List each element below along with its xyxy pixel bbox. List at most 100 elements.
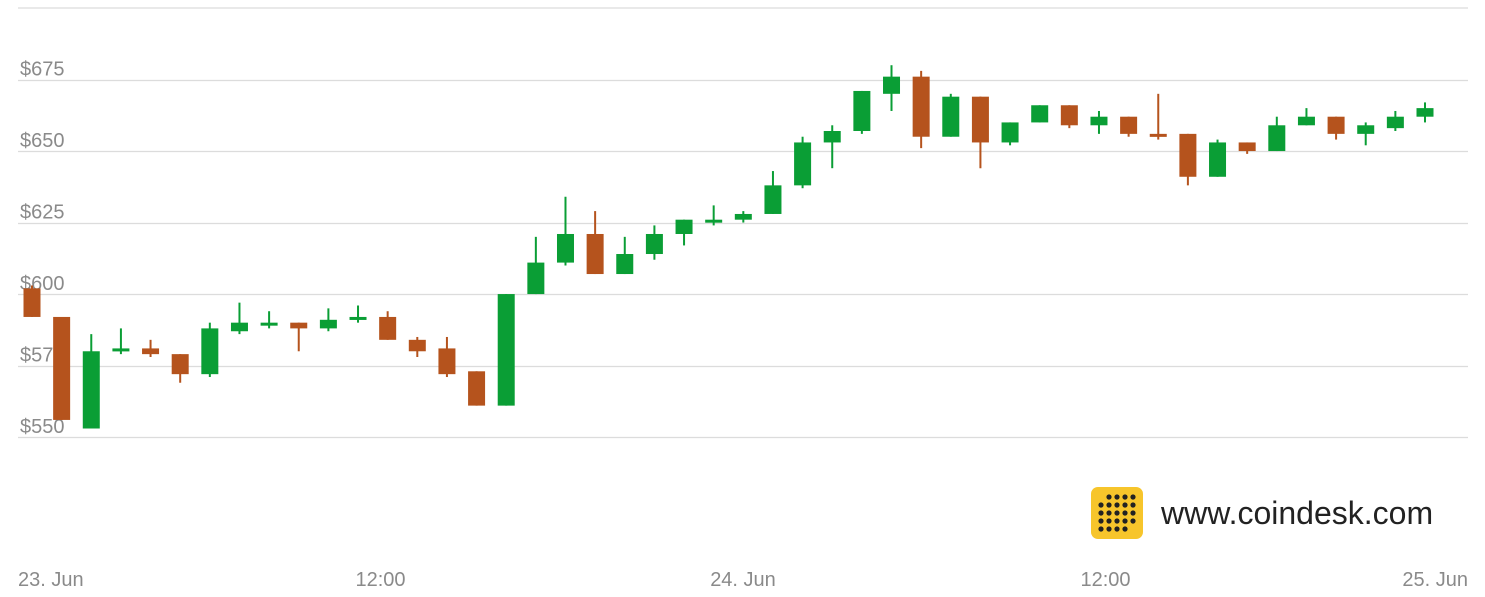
logo-dot bbox=[1122, 502, 1128, 508]
candle-up bbox=[1357, 122, 1375, 146]
logo-dot bbox=[1122, 510, 1128, 516]
candle-down bbox=[53, 316, 71, 420]
candle-down bbox=[408, 336, 426, 357]
logo-dot bbox=[1106, 494, 1112, 500]
candle-body bbox=[290, 322, 308, 329]
candle-body bbox=[82, 351, 100, 429]
logo-dot bbox=[1106, 502, 1112, 508]
candle-body bbox=[201, 328, 219, 375]
candle-body bbox=[705, 219, 723, 223]
y-tick-label: $550 bbox=[20, 416, 65, 438]
candle-body bbox=[734, 213, 752, 220]
candle-body bbox=[1149, 133, 1167, 137]
candle-up bbox=[675, 219, 693, 246]
candle-body bbox=[468, 371, 486, 406]
x-tick-label: 12:00 bbox=[1080, 569, 1130, 591]
coindesk-watermark: www.coindesk.com bbox=[1091, 487, 1433, 539]
x-tick-label: 12:00 bbox=[355, 569, 405, 591]
candle-body bbox=[645, 233, 663, 255]
candle-body bbox=[53, 316, 71, 420]
logo-dot bbox=[1130, 510, 1136, 516]
candle-down bbox=[1149, 93, 1167, 140]
candle-body bbox=[1120, 116, 1138, 134]
candle-up bbox=[319, 308, 337, 332]
candle-down bbox=[1120, 116, 1138, 137]
candle-up bbox=[1031, 105, 1049, 123]
logo-dot bbox=[1114, 518, 1120, 524]
logo-dot bbox=[1114, 502, 1120, 508]
candle-up bbox=[705, 205, 723, 226]
candle-body bbox=[142, 348, 160, 355]
logo-dot bbox=[1106, 526, 1112, 532]
candle-down bbox=[971, 96, 989, 169]
candle-down bbox=[23, 285, 41, 317]
logo-dot bbox=[1122, 526, 1128, 532]
candle-up bbox=[1416, 102, 1434, 123]
candle-body bbox=[527, 262, 545, 295]
candle-up bbox=[616, 236, 634, 275]
candle-up bbox=[794, 136, 812, 189]
candle-down bbox=[468, 371, 486, 406]
candle-up bbox=[883, 65, 901, 111]
candle-body bbox=[260, 322, 278, 326]
candle-down bbox=[1179, 133, 1197, 186]
candle-body bbox=[230, 322, 248, 332]
candle-body bbox=[408, 339, 426, 352]
candle-up bbox=[1209, 139, 1227, 177]
candle-body bbox=[1268, 125, 1286, 152]
logo-dot bbox=[1098, 510, 1104, 516]
candle-body bbox=[1179, 133, 1197, 177]
candle-body bbox=[1357, 125, 1375, 134]
candle-up bbox=[1090, 110, 1108, 134]
candle-down bbox=[171, 354, 189, 383]
candle-body bbox=[1090, 116, 1108, 126]
logo-dot bbox=[1114, 526, 1120, 532]
candle-body bbox=[794, 142, 812, 186]
y-tick-label: $625 bbox=[20, 202, 65, 224]
candle-down bbox=[586, 211, 604, 275]
candle-body bbox=[823, 131, 841, 143]
candle-up bbox=[1268, 116, 1286, 152]
gridlines bbox=[18, 7, 1468, 439]
logo-dot bbox=[1122, 518, 1128, 524]
logo-dot bbox=[1130, 494, 1136, 500]
candle-body bbox=[616, 254, 634, 275]
logo-dots bbox=[1098, 494, 1136, 532]
candle-body bbox=[112, 348, 130, 352]
logo-dot bbox=[1098, 526, 1104, 532]
candles bbox=[23, 65, 1434, 429]
candle-body bbox=[586, 233, 604, 275]
candle-body bbox=[1386, 116, 1404, 129]
candle-body bbox=[556, 233, 574, 263]
logo-dot bbox=[1106, 518, 1112, 524]
candle-body bbox=[764, 185, 782, 214]
candle-up bbox=[1297, 108, 1315, 126]
candle-up bbox=[82, 334, 100, 429]
candle-down bbox=[1327, 116, 1345, 140]
candle-body bbox=[1416, 108, 1434, 117]
y-tick-label: $675 bbox=[20, 59, 65, 81]
candle-body bbox=[319, 319, 337, 329]
logo-dot bbox=[1114, 494, 1120, 500]
candle-up bbox=[1386, 110, 1404, 132]
candle-body bbox=[883, 76, 901, 94]
logo-dot bbox=[1114, 510, 1120, 516]
candle-up bbox=[823, 125, 841, 169]
x-tick-label: 24. Jun bbox=[710, 569, 776, 591]
candle-body bbox=[171, 354, 189, 375]
candle-up bbox=[349, 305, 367, 323]
candle-body bbox=[675, 219, 693, 234]
candle-body bbox=[1297, 116, 1315, 126]
candle-down bbox=[379, 311, 397, 340]
candle-up bbox=[112, 328, 130, 355]
candle-up bbox=[497, 294, 515, 406]
candle-up bbox=[764, 171, 782, 214]
candle-up bbox=[260, 311, 278, 329]
candle-body bbox=[438, 348, 456, 375]
watermark-text: www.coindesk.com bbox=[1160, 495, 1433, 531]
candle-up bbox=[527, 236, 545, 295]
candle-up bbox=[734, 211, 752, 223]
candle-body bbox=[349, 316, 367, 320]
candle-down bbox=[142, 339, 160, 357]
candle-down bbox=[438, 336, 456, 378]
